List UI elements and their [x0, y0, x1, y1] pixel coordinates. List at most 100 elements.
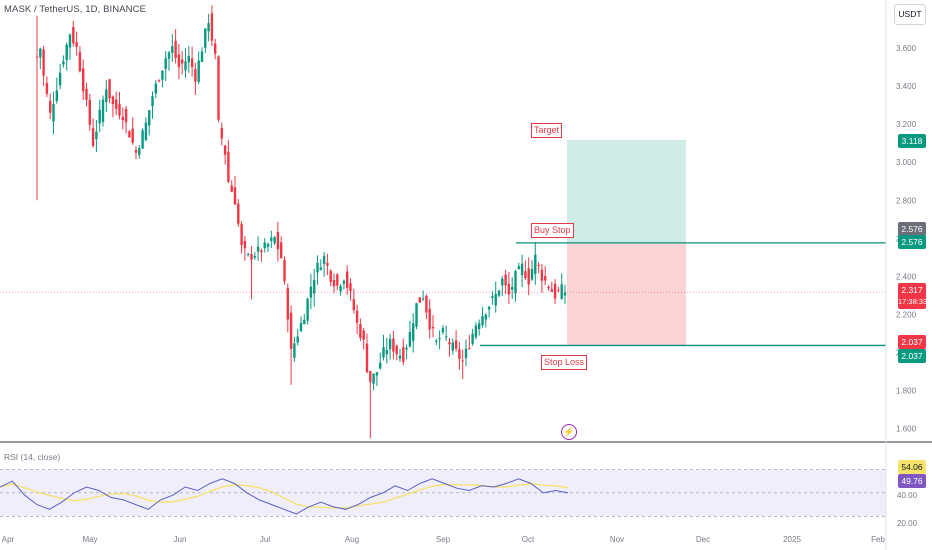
quote-currency-button[interactable]: USDT — [894, 4, 926, 25]
candle-body — [293, 343, 296, 358]
candle-body — [181, 59, 184, 64]
candle-body — [58, 72, 62, 86]
candle-body — [309, 286, 313, 298]
candle-body — [547, 286, 550, 289]
candle-body — [62, 61, 65, 65]
level-lines — [0, 242, 886, 347]
candle-body — [471, 333, 474, 344]
candle-body — [385, 349, 388, 355]
rsi-tick-20: 20.00 — [897, 519, 918, 528]
candle-body — [553, 283, 557, 299]
candle-body — [435, 340, 438, 342]
candle-body — [454, 340, 458, 349]
price-tick-label: 3.400 — [896, 82, 917, 91]
price-tick-label: 3.600 — [896, 44, 917, 53]
candle-body — [329, 270, 332, 282]
candle-body — [352, 299, 355, 311]
candle-body — [144, 122, 148, 140]
candle-body — [187, 55, 190, 63]
candle-body — [392, 338, 395, 352]
time-tick-label: Apr — [2, 535, 15, 544]
candle-body — [266, 244, 270, 247]
candle-body — [474, 325, 478, 338]
candle-body — [118, 103, 121, 116]
price-tick-label: 3.200 — [896, 120, 917, 129]
candle-body — [131, 128, 134, 143]
candle-body — [448, 342, 451, 345]
candle-body — [105, 89, 108, 102]
candle-body — [359, 323, 362, 338]
candle-body — [379, 362, 382, 369]
candle-body — [35, 56, 39, 58]
candle-body — [171, 46, 174, 53]
target-label: Target — [531, 123, 563, 138]
candle-body — [537, 264, 540, 266]
candle-body — [111, 96, 115, 105]
candle-body — [540, 269, 544, 281]
candle-body — [428, 308, 431, 330]
candle-body — [524, 271, 527, 279]
price-tick-label: 2.400 — [896, 272, 917, 281]
candle-body — [458, 349, 461, 360]
candle-body — [134, 150, 138, 153]
bar-countdown-badge: 17:38:33 — [898, 295, 927, 309]
candle-body — [494, 293, 497, 306]
candle-body — [563, 292, 567, 296]
last-price-badge: 2.317 — [898, 283, 926, 297]
candle-body — [415, 303, 418, 327]
candle-body — [530, 269, 534, 280]
candle-body — [557, 289, 560, 291]
candle-body — [438, 338, 441, 340]
candle-body — [55, 90, 58, 102]
candle-body — [412, 323, 415, 341]
candle-body — [164, 58, 167, 69]
candle-body — [517, 266, 520, 270]
candle-body — [177, 54, 181, 68]
candle-body — [326, 262, 329, 266]
candle-body — [194, 69, 197, 82]
candle-body — [346, 271, 349, 289]
candle-body — [550, 289, 553, 292]
candle-body — [237, 203, 240, 224]
stop-zone — [567, 242, 686, 346]
candle-body — [233, 187, 237, 205]
candle-body — [382, 347, 385, 358]
rsi-value-badge: 49.76 — [898, 474, 926, 488]
price-tick-label: 2.800 — [896, 196, 917, 205]
candle-body — [45, 83, 49, 94]
candle-body — [124, 109, 128, 123]
candle-body — [88, 99, 91, 125]
candle-body — [339, 285, 342, 292]
time-tick-label: Oct — [522, 535, 535, 544]
candle-body — [349, 283, 352, 291]
lightning-icon[interactable]: ⚡ — [561, 424, 577, 440]
candle-body — [527, 268, 530, 285]
candle-body — [128, 131, 131, 138]
candle-body — [200, 51, 204, 62]
rsi-title: RSI (14, close) — [4, 452, 61, 462]
candle-body — [303, 320, 306, 325]
candle-body — [332, 280, 336, 287]
price-tick-label: 2.200 — [896, 310, 917, 319]
candle-body — [398, 355, 402, 359]
candle-body — [520, 263, 524, 275]
candle-body — [273, 237, 276, 244]
candle-body — [75, 41, 78, 47]
candle-body — [464, 348, 468, 359]
candle-body — [369, 370, 372, 383]
candle-body — [296, 336, 299, 343]
candle-body — [263, 242, 266, 249]
buy-stop-green-badge: 2.576 — [898, 235, 926, 249]
candle-body — [250, 253, 253, 260]
candle-body — [491, 296, 494, 299]
time-tick-label: May — [82, 535, 97, 544]
buy-stop-label: Buy Stop — [531, 223, 574, 238]
candle-body — [78, 52, 82, 72]
candle-body — [42, 49, 45, 76]
candle-body — [247, 253, 250, 255]
rsi-ma-badge: 54.06 — [898, 460, 926, 474]
candle-body — [544, 276, 547, 281]
candle-body — [91, 128, 95, 146]
candle-body — [138, 148, 141, 155]
